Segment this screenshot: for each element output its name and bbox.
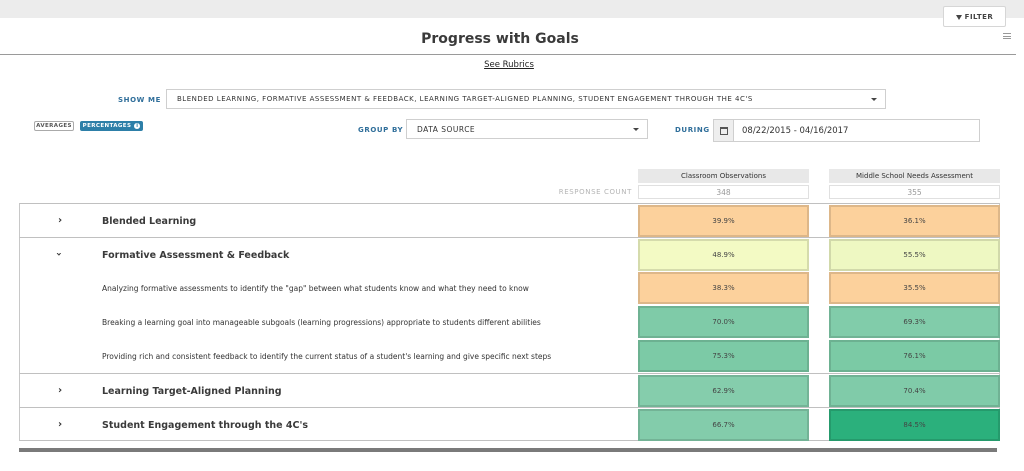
value-cell: 69.3% bbox=[829, 306, 1000, 338]
chevron-down-icon[interactable]: › bbox=[53, 251, 65, 257]
response-count-label: RESPONSE COUNT bbox=[558, 188, 632, 196]
value-cell: 70.4% bbox=[829, 375, 1000, 407]
row-label: Blended Learning bbox=[102, 215, 197, 227]
table-row[interactable]: › Blended Learning 39.9% 36.1% bbox=[19, 203, 1000, 237]
chevron-right-icon[interactable]: › bbox=[58, 385, 63, 396]
show-me-select[interactable]: BLENDED LEARNING, FORMATIVE ASSESSMENT &… bbox=[166, 89, 886, 109]
during-label: DURING bbox=[675, 126, 710, 134]
menu-icon[interactable] bbox=[1003, 33, 1011, 39]
top-bar bbox=[0, 0, 1024, 18]
chevron-right-icon[interactable]: › bbox=[58, 215, 63, 226]
info-icon[interactable]: i bbox=[134, 123, 141, 129]
table-row[interactable]: › Student Engagement through the 4C's 66… bbox=[19, 407, 1000, 441]
value-cell: 84.5% bbox=[829, 409, 1000, 441]
value-cell: 39.9% bbox=[638, 205, 809, 237]
title-divider bbox=[0, 54, 1016, 55]
date-range-input[interactable]: 08/22/2015 - 04/16/2017 bbox=[734, 119, 980, 142]
table-row: Analyzing formative assessments to ident… bbox=[19, 271, 1000, 305]
value-cell: 48.9% bbox=[638, 239, 809, 271]
value-cell: 70.0% bbox=[638, 306, 809, 338]
filter-icon bbox=[955, 15, 962, 20]
filter-label: FILTER bbox=[964, 12, 994, 21]
value-cell: 38.3% bbox=[638, 272, 809, 304]
row-label: Student Engagement through the 4C's bbox=[102, 419, 309, 431]
percentages-label: PERCENTAGES bbox=[82, 123, 132, 129]
row-label: Learning Target-Aligned Planning bbox=[102, 385, 282, 397]
averages-toggle[interactable]: AVERAGES bbox=[34, 121, 74, 131]
goals-table: › Blended Learning 39.9% 36.1% › Formati… bbox=[19, 203, 1000, 441]
value-cell: 76.1% bbox=[829, 340, 1000, 372]
group-by-select[interactable]: DATA SOURCE bbox=[406, 119, 648, 139]
row-label: Breaking a learning goal into manageable… bbox=[102, 317, 541, 327]
page-title: Progress with Goals bbox=[421, 31, 579, 47]
response-count: 355 bbox=[829, 185, 1000, 199]
row-label: Analyzing formative assessments to ident… bbox=[102, 283, 529, 293]
table-row: Breaking a learning goal into manageable… bbox=[19, 305, 1000, 339]
value-cell: 75.3% bbox=[638, 340, 809, 372]
value-cell: 66.7% bbox=[638, 409, 809, 441]
horizontal-scrollbar[interactable] bbox=[19, 448, 997, 452]
table-row: Providing rich and consistent feedback t… bbox=[19, 339, 1000, 373]
averages-label: AVERAGES bbox=[36, 123, 72, 129]
group-by-value: DATA SOURCE bbox=[417, 124, 476, 134]
row-label: Providing rich and consistent feedback t… bbox=[102, 351, 552, 361]
row-label: Formative Assessment & Feedback bbox=[102, 249, 290, 261]
group-by-label: GROUP BY bbox=[358, 126, 404, 134]
chevron-down-icon bbox=[633, 128, 639, 131]
value-cell: 35.5% bbox=[829, 272, 1000, 304]
value-cell: 55.5% bbox=[829, 239, 1000, 271]
table-row[interactable]: › Learning Target-Aligned Planning 62.9%… bbox=[19, 373, 1000, 407]
chevron-down-icon bbox=[871, 98, 877, 101]
value-cell: 62.9% bbox=[638, 375, 809, 407]
column-header: Classroom Observations bbox=[638, 169, 809, 183]
calendar-icon bbox=[719, 126, 728, 135]
chevron-right-icon[interactable]: › bbox=[58, 419, 63, 430]
show-me-value: BLENDED LEARNING, FORMATIVE ASSESSMENT &… bbox=[177, 95, 753, 103]
percentages-toggle[interactable]: PERCENTAGES i bbox=[80, 121, 143, 131]
value-cell: 36.1% bbox=[829, 205, 1000, 237]
filter-button[interactable]: FILTER bbox=[943, 6, 1006, 27]
calendar-button[interactable] bbox=[713, 119, 734, 142]
show-me-label: SHOW ME bbox=[118, 96, 161, 104]
column-header: Middle School Needs Assessment bbox=[829, 169, 1000, 183]
table-row[interactable]: › Formative Assessment & Feedback 48.9% … bbox=[19, 237, 1000, 271]
response-count: 348 bbox=[638, 185, 809, 199]
see-rubrics-link[interactable]: See Rubrics bbox=[484, 60, 534, 70]
